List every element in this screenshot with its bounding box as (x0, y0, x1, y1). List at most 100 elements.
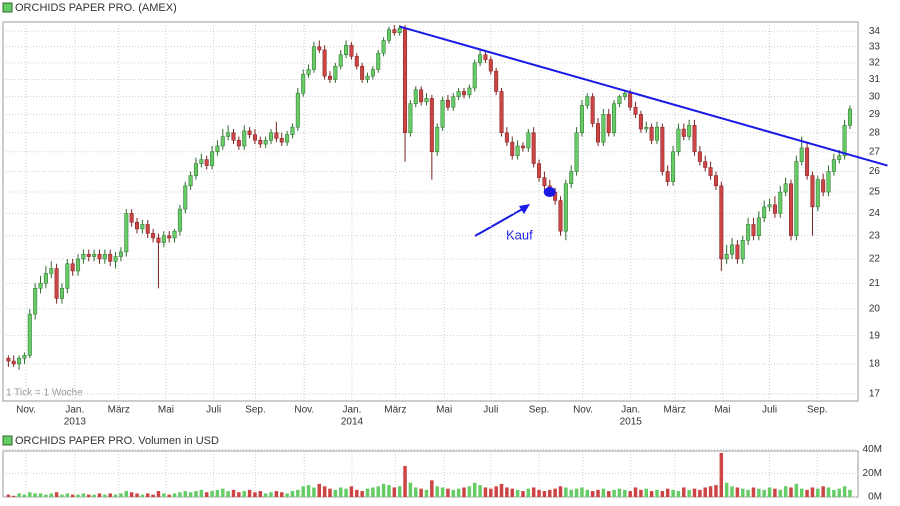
volume-bar (365, 488, 370, 497)
y-tick-label: 29 (869, 109, 881, 120)
volume-bar (376, 486, 380, 497)
volume-bar (188, 492, 193, 497)
candle-body (183, 185, 188, 210)
volume-bar (119, 493, 123, 497)
candle-body (730, 244, 735, 255)
volume-bar (280, 492, 284, 497)
volume-bar (789, 487, 793, 497)
volume-bar (644, 488, 649, 497)
candle-body (102, 253, 107, 260)
candle-body (177, 208, 182, 232)
volume-bar (730, 486, 734, 497)
candle-body (408, 103, 413, 134)
candle-body (499, 91, 504, 134)
y-tick-label: 23 (869, 230, 881, 241)
candle-body (161, 235, 166, 243)
volume-bar (199, 489, 204, 497)
candle-body (151, 233, 156, 239)
x-tick-label: Mai (158, 405, 174, 416)
volume-bar (617, 488, 622, 497)
candle-body (633, 106, 638, 115)
volume-tick-label: 40M (863, 444, 882, 455)
volume-bar (183, 491, 187, 497)
candle-body (242, 130, 247, 147)
arrow-head (519, 204, 530, 214)
volume-bar (489, 488, 493, 497)
candle-body (510, 141, 515, 156)
x-tick-label: Juli (762, 405, 777, 416)
volume-bar (612, 489, 616, 497)
candle-body (135, 221, 140, 230)
candle-body (837, 155, 842, 160)
candle-body (488, 59, 493, 72)
x-tick-label: März (108, 405, 130, 416)
candle-body (354, 56, 359, 67)
candle-body (445, 99, 450, 108)
candle-body (59, 288, 64, 299)
volume-bar (204, 492, 209, 497)
price-panel (2, 21, 859, 402)
candle-body (140, 224, 145, 230)
candle-body (574, 132, 579, 172)
y-tick-label: 30 (869, 91, 881, 102)
candle-body (531, 132, 536, 164)
candle-body (526, 132, 531, 149)
candle-body (826, 171, 831, 193)
volume-bar (129, 492, 134, 497)
candle-body (692, 125, 697, 153)
candle-body (301, 74, 306, 94)
candle-body (821, 179, 826, 193)
title-icon (2, 2, 13, 13)
volume-bar (440, 487, 445, 497)
candle-body (504, 132, 509, 143)
volume-bar (446, 488, 450, 497)
candle-body (274, 132, 279, 139)
candle-body (193, 163, 198, 176)
candle-body (569, 171, 574, 185)
x-tick-label: Juli (206, 405, 221, 416)
candle-body (27, 313, 32, 356)
volume-bar (215, 489, 220, 497)
volume-bar (655, 489, 659, 497)
candle-body (333, 65, 338, 80)
candle-body (263, 140, 268, 145)
volume-bar (837, 488, 841, 497)
candle-body (252, 134, 257, 141)
volume-bar (848, 489, 852, 497)
candle-body (97, 253, 102, 260)
volume-bar (601, 488, 606, 497)
volume-bar (344, 488, 348, 497)
x-tick-label: Sep. (529, 405, 550, 416)
candle-body (311, 46, 316, 70)
candle-body (772, 204, 777, 214)
volume-bar (387, 485, 391, 497)
candle-body (756, 217, 761, 236)
candle-body (247, 130, 252, 135)
candle-body (349, 44, 354, 57)
volume-bar (757, 488, 761, 497)
candle-body (810, 175, 815, 208)
volume-bar (355, 489, 359, 497)
volume-bar (226, 491, 230, 497)
tick-note: 1 Tick = 1 Woche (6, 388, 83, 399)
volume-bar (531, 487, 536, 497)
volume-bar (242, 491, 246, 497)
volume-bar (28, 492, 32, 497)
candle-body (681, 128, 686, 137)
volume-bar (435, 486, 439, 497)
candle-body (622, 92, 627, 97)
candle-body (590, 96, 595, 124)
volume-bar (108, 493, 112, 497)
volume-bar (408, 482, 413, 497)
volume-bar (322, 486, 327, 497)
buy-marker (543, 187, 556, 198)
x-tick-label: Mai (714, 405, 730, 416)
volume-title: ORCHIDS PAPER PRO. Volumen in USD (15, 435, 219, 447)
volume-bar (526, 488, 531, 497)
x-tick-label: Sep. (245, 405, 266, 416)
volume-bar (6, 494, 11, 497)
volume-bar (794, 483, 799, 497)
candle-body (778, 191, 783, 214)
candle-body (654, 126, 659, 141)
candle-body (344, 44, 349, 56)
